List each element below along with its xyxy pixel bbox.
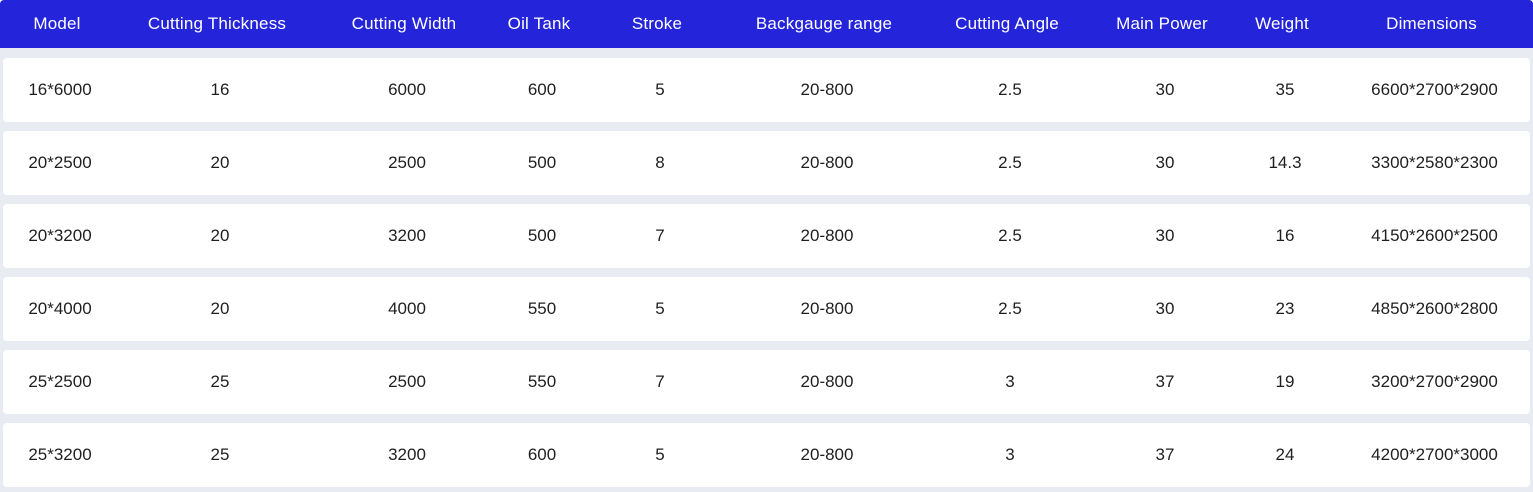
header-cell-main-power: Main Power bbox=[1116, 14, 1208, 33]
header-cell-dimensions: Dimensions bbox=[1386, 14, 1477, 33]
cell-angle: 2.5 bbox=[998, 80, 1022, 99]
cell-power: 30 bbox=[1155, 153, 1175, 172]
cell-oil-tank: 550 bbox=[527, 299, 557, 318]
table-row: 20*2500 20 2500 500 8 20-800 2.5 30 14.3… bbox=[3, 131, 1530, 195]
cell-model: 20*2500 bbox=[28, 153, 92, 172]
cell-dimensions: 6600*2700*2900 bbox=[1371, 80, 1498, 99]
cell-backgauge: 20-800 bbox=[800, 445, 854, 464]
cell-weight: 19 bbox=[1275, 372, 1295, 391]
cell-stroke: 5 bbox=[655, 445, 665, 464]
cell-width: 2500 bbox=[388, 372, 426, 391]
cell-power: 37 bbox=[1155, 372, 1175, 391]
cell-dimensions: 4150*2600*2500 bbox=[1371, 226, 1498, 245]
cell-weight: 14.3 bbox=[1268, 153, 1302, 172]
cell-angle: 3 bbox=[1005, 445, 1015, 464]
cell-model: 20*3200 bbox=[28, 226, 92, 245]
table-body: 16*6000 16 6000 600 5 20-800 2.5 30 35 6… bbox=[0, 48, 1533, 492]
cell-dimensions: 4850*2600*2800 bbox=[1371, 299, 1498, 318]
cell-thickness: 25 bbox=[210, 445, 230, 464]
header-cell-oil-tank: Oil Tank bbox=[507, 14, 571, 33]
cell-angle: 2.5 bbox=[998, 153, 1022, 172]
cell-backgauge: 20-800 bbox=[800, 299, 854, 318]
header-cell-weight: Weight bbox=[1255, 14, 1309, 33]
cell-power: 30 bbox=[1155, 226, 1175, 245]
cell-width: 2500 bbox=[388, 153, 426, 172]
cell-stroke: 5 bbox=[655, 299, 665, 318]
cell-width: 3200 bbox=[388, 226, 426, 245]
cell-oil-tank: 500 bbox=[527, 153, 557, 172]
cell-thickness: 25 bbox=[210, 372, 230, 391]
table-row: 25*2500 25 2500 550 7 20-800 3 37 19 320… bbox=[3, 350, 1530, 414]
cell-model: 16*6000 bbox=[28, 80, 92, 99]
header-cell-cutting-thickness: Cutting Thickness bbox=[147, 14, 287, 33]
table-row: 16*6000 16 6000 600 5 20-800 2.5 30 35 6… bbox=[3, 58, 1530, 122]
table-row: 25*3200 25 3200 600 5 20-800 3 37 24 420… bbox=[3, 423, 1530, 487]
cell-thickness: 20 bbox=[210, 299, 230, 318]
cell-model: 25*2500 bbox=[28, 372, 92, 391]
cell-stroke: 5 bbox=[655, 80, 665, 99]
header-cell-stroke: Stroke bbox=[631, 14, 683, 33]
cell-model: 25*3200 bbox=[28, 445, 92, 464]
cell-oil-tank: 550 bbox=[527, 372, 557, 391]
cell-power: 30 bbox=[1155, 80, 1175, 99]
cell-backgauge: 20-800 bbox=[800, 153, 854, 172]
header-cell-model: Model bbox=[33, 14, 81, 33]
cell-stroke: 8 bbox=[655, 153, 665, 172]
cell-oil-tank: 600 bbox=[527, 80, 557, 99]
cell-width: 6000 bbox=[388, 80, 426, 99]
cell-dimensions: 3300*2580*2300 bbox=[1371, 153, 1498, 172]
cell-angle: 2.5 bbox=[998, 299, 1022, 318]
cell-angle: 3 bbox=[1005, 372, 1015, 391]
cell-dimensions: 4200*2700*3000 bbox=[1371, 445, 1498, 464]
table-row: 20*3200 20 3200 500 7 20-800 2.5 30 16 4… bbox=[3, 204, 1530, 268]
cell-oil-tank: 600 bbox=[527, 445, 557, 464]
cell-weight: 23 bbox=[1275, 299, 1295, 318]
cell-weight: 24 bbox=[1275, 445, 1295, 464]
cell-thickness: 16 bbox=[210, 80, 230, 99]
cell-dimensions: 3200*2700*2900 bbox=[1371, 372, 1498, 391]
cell-power: 30 bbox=[1155, 299, 1175, 318]
cell-thickness: 20 bbox=[210, 226, 230, 245]
cell-backgauge: 20-800 bbox=[800, 372, 854, 391]
cell-power: 37 bbox=[1155, 445, 1175, 464]
cell-thickness: 20 bbox=[210, 153, 230, 172]
header-cell-cutting-width: Cutting Width bbox=[351, 14, 457, 33]
cell-stroke: 7 bbox=[655, 226, 665, 245]
cell-stroke: 7 bbox=[655, 372, 665, 391]
cell-backgauge: 20-800 bbox=[800, 226, 854, 245]
cell-model: 20*4000 bbox=[28, 299, 92, 318]
cell-width: 4000 bbox=[388, 299, 426, 318]
cell-width: 3200 bbox=[388, 445, 426, 464]
table-row: 20*4000 20 4000 550 5 20-800 2.5 30 23 4… bbox=[3, 277, 1530, 341]
cell-backgauge: 20-800 bbox=[800, 80, 854, 99]
cell-oil-tank: 500 bbox=[527, 226, 557, 245]
cell-weight: 35 bbox=[1275, 80, 1295, 99]
header-cell-backgauge-range: Backgauge range bbox=[755, 14, 893, 33]
cell-weight: 16 bbox=[1275, 226, 1295, 245]
header-cell-cutting-angle: Cutting Angle bbox=[955, 14, 1059, 33]
table-header-row: Model Cutting Thickness Cutting Width Oi… bbox=[0, 0, 1533, 48]
cell-angle: 2.5 bbox=[998, 226, 1022, 245]
